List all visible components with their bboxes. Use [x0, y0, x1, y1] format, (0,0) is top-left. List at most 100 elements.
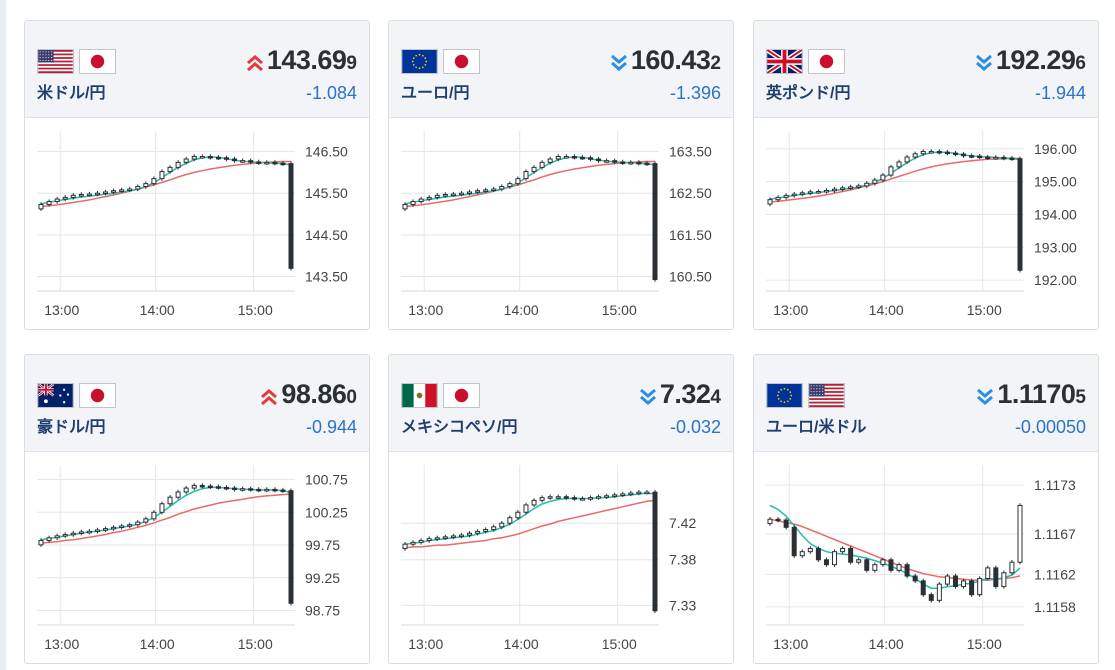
candle [587, 497, 593, 500]
candle [223, 157, 229, 160]
au-flag-icon [37, 383, 74, 408]
candle [240, 160, 246, 163]
price-change: -0.00050 [1014, 417, 1086, 437]
candle [151, 178, 157, 185]
x-tick-label: 13:00 [408, 302, 443, 318]
candle [840, 187, 846, 190]
candle [555, 496, 561, 499]
candle [920, 580, 926, 596]
rate-card-eurjpy[interactable]: ユーロ/円 160.43 2 -1.396 163.50 162.50 161.50… [388, 20, 734, 330]
candle [46, 201, 52, 205]
candle [652, 491, 658, 612]
candle [961, 580, 967, 588]
x-tick-label: 15:00 [602, 636, 637, 652]
y-tick-label: 193.00 [1034, 239, 1077, 255]
pair-label: ユーロ/米ドル [766, 419, 867, 436]
candle [628, 161, 634, 165]
price-change: -1.396 [669, 83, 721, 103]
candle [442, 536, 448, 539]
candle [94, 529, 100, 532]
candle [571, 156, 577, 159]
rate-chart: 196.00 195.00 194.00 193.00 192.00 13:00 14:00… [766, 131, 1077, 318]
candle [143, 518, 149, 523]
rate-chart: 7.42 7.38 7.33 13:00 14:00 15:00 [401, 465, 696, 652]
candle [783, 194, 789, 198]
rate-chart: 1.1173 1.1167 1.1162 1.1158 13:00 14:00 15:00 [766, 465, 1076, 652]
rate-card-audjpy[interactable]: 豪ドル/円 98.86 0 -0.944 100.75 100.25 99.75 99… [24, 354, 370, 664]
candle [410, 541, 416, 545]
card-header: 英ポンド/円 192.29 6 -1.944 [754, 21, 1098, 118]
price: 1.1170 5 [976, 379, 1086, 410]
y-tick-label: 99.25 [305, 570, 340, 586]
candle [499, 522, 505, 528]
candle [888, 166, 894, 176]
candle [604, 160, 610, 163]
candle [815, 190, 821, 194]
candle [507, 517, 513, 524]
candle [78, 193, 84, 197]
candle [604, 495, 610, 498]
candle [207, 156, 213, 159]
y-tick-label: 7.38 [669, 552, 696, 568]
candle [952, 152, 958, 156]
y-tick-label: 162.50 [669, 185, 712, 201]
candle [596, 496, 602, 499]
candle [256, 488, 262, 492]
rate-chart: 163.50 162.50 161.50 160.50 13:00 14:00 15:00 [401, 131, 712, 318]
candle [880, 174, 886, 181]
candle [799, 551, 805, 557]
candle [904, 564, 910, 577]
candle [620, 161, 626, 164]
double-down-arrow-icon [975, 54, 992, 71]
candle [199, 484, 205, 488]
x-tick-label: 15:00 [967, 302, 1002, 318]
candle [628, 492, 634, 496]
candle [571, 497, 577, 500]
candle [38, 203, 44, 210]
slow-average-line [40, 493, 292, 544]
candle [135, 186, 141, 190]
rate-card-mxnjpy[interactable]: メキシコペソ/円 7.32 4 -0.032 7.42 7.38 7.33 13:00… [388, 354, 734, 664]
candle [636, 491, 642, 495]
candle [928, 594, 934, 601]
double-up-arrow-icon [261, 388, 278, 405]
candle [111, 526, 117, 530]
candle [410, 201, 416, 205]
card-header: ユーロ/米ドル 1.1170 5 -0.00050 [754, 355, 1098, 452]
rate-card-eurusd[interactable]: ユーロ/米ドル 1.1170 5 -0.00050 1.1173 1.1167 1.… [753, 354, 1099, 664]
pair-label: 米ドル/円 [37, 85, 106, 102]
candle [912, 575, 918, 582]
candle [127, 524, 133, 527]
candle [961, 153, 967, 157]
double-down-arrow-icon [977, 388, 994, 405]
candle [272, 488, 278, 492]
candle [928, 150, 934, 154]
y-tick-label: 1.1162 [1034, 566, 1076, 582]
rate-card-gbpjpy[interactable]: 英ポンド/円 192.29 6 -1.944 196.00 195.00 194.0… [753, 20, 1099, 330]
candle [442, 193, 448, 197]
candle [944, 151, 950, 155]
price-change: -0.032 [669, 417, 721, 437]
candle [426, 538, 432, 542]
candle [515, 178, 521, 185]
candle [531, 499, 537, 506]
y-tick-label: 98.75 [305, 602, 340, 618]
candle [467, 191, 473, 194]
candle [62, 534, 68, 537]
y-tick-label: 100.25 [305, 504, 348, 520]
jp-flag-icon [443, 49, 480, 74]
candle [183, 487, 189, 493]
rate-card-usdjpy[interactable]: 米ドル/円 143.69 9 -1.084 146.50 145.50 144.50… [24, 20, 370, 330]
slow-average-line [404, 160, 655, 208]
y-tick-label: 1.1158 [1034, 599, 1076, 615]
price: 98.86 0 [260, 379, 357, 410]
candle [531, 166, 537, 173]
double-down-arrow-icon [610, 54, 627, 71]
rate-chart: 100.75 100.25 99.75 99.25 98.75 13:00 14:00 15:… [37, 465, 348, 652]
candle [1001, 572, 1007, 588]
candle [1009, 157, 1015, 161]
candle [256, 161, 262, 164]
candle [151, 511, 157, 520]
candle [248, 488, 254, 491]
double-up-arrow-icon [246, 54, 263, 71]
